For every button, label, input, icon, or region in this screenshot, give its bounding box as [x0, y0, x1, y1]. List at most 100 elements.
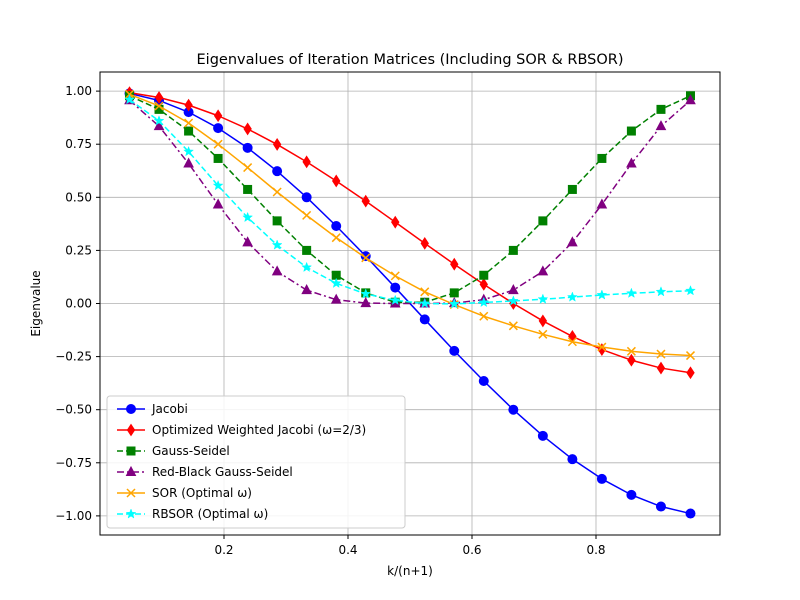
x-tick-label: 0.2: [214, 543, 233, 557]
data-point: [656, 104, 666, 114]
legend-marker: [126, 423, 136, 437]
data-point: [154, 101, 164, 111]
data-point: [213, 109, 223, 123]
data-point: [685, 285, 696, 296]
series-line: [129, 99, 691, 305]
legend-entry: Red-Black Gauss-Seidel: [117, 465, 293, 479]
data-point: [450, 257, 459, 271]
data-point: [242, 211, 254, 223]
data-point: [537, 265, 549, 276]
data-point: [626, 126, 636, 136]
data-point: [213, 123, 224, 134]
data-point: [272, 166, 283, 177]
data-point: [360, 288, 372, 299]
legend-entry: Optimized Weighted Jacobi (ω=2/3): [117, 423, 366, 437]
data-point: [272, 187, 282, 197]
data-point: [271, 239, 283, 250]
data-point: [419, 297, 431, 309]
data-point: [361, 253, 371, 263]
data-point: [330, 277, 342, 288]
data-point: [154, 91, 164, 104]
legend-label: Gauss-Seidel: [152, 444, 230, 458]
data-point: [449, 345, 460, 356]
data-point: [331, 220, 342, 231]
series-line: [129, 91, 691, 374]
x-axis-label: k/(n+1): [387, 564, 433, 578]
data-point: [567, 236, 578, 247]
chart-title: Eigenvalues of Iteration Matrices (Inclu…: [197, 52, 624, 68]
data-point: [627, 353, 636, 367]
y-tick-label: 0.75: [65, 137, 92, 151]
data-point: [391, 215, 400, 229]
data-point: [626, 157, 637, 168]
y-axis-label: Eigenvalue: [29, 270, 43, 336]
data-point: [420, 236, 429, 250]
legend-entry: SOR (Optimal ω): [117, 486, 252, 500]
series-1: [125, 86, 695, 380]
data-point: [390, 271, 400, 281]
data-point: [213, 139, 223, 149]
data-point: [213, 153, 223, 163]
data-point: [361, 194, 370, 208]
data-point: [331, 233, 341, 243]
legend-label: Jacobi: [151, 402, 188, 416]
y-tick-label: −0.75: [55, 456, 92, 470]
y-tick-label: 0.00: [65, 297, 92, 311]
data-point: [508, 404, 519, 415]
data-point: [685, 94, 696, 105]
data-point: [419, 314, 430, 325]
data-point: [272, 138, 282, 151]
legend-label: Optimized Weighted Jacobi (ω=2/3): [152, 423, 366, 437]
data-point: [685, 351, 696, 361]
series-5: [124, 93, 696, 309]
data-point: [597, 342, 607, 352]
data-point: [596, 198, 608, 209]
data-point: [567, 454, 578, 465]
data-point: [389, 294, 401, 305]
legend-marker: [126, 446, 136, 456]
data-point: [301, 261, 313, 273]
ticks: 0.2 0.4 0.6 0.8 1.00 0.75 0.50 0.25 0.00 −0.25 −0.…: [55, 84, 605, 557]
y-tick-label: 1.00: [65, 84, 92, 98]
data-point: [420, 287, 430, 297]
x-tick-label: 0.8: [586, 543, 605, 557]
data-point: [685, 508, 696, 519]
data-point: [242, 142, 253, 153]
data-point: [243, 184, 253, 194]
data-point: [301, 284, 312, 295]
legend-label: RBSOR (Optimal ω): [152, 507, 268, 521]
data-point: [272, 216, 282, 226]
data-point: [184, 98, 193, 112]
data-point: [478, 296, 490, 308]
y-tick-label: 0.25: [65, 243, 92, 257]
data-point: [184, 126, 194, 136]
series-layer: [124, 86, 696, 519]
data-point: [479, 270, 489, 280]
data-point: [656, 361, 666, 375]
data-point: [686, 366, 695, 380]
data-point: [566, 291, 578, 302]
data-point: [243, 122, 252, 136]
data-point: [360, 297, 372, 308]
data-point: [655, 286, 667, 297]
data-point: [302, 245, 312, 255]
data-point: [242, 236, 253, 247]
data-point: [302, 210, 312, 220]
data-point: [243, 163, 253, 173]
data-point: [596, 289, 608, 300]
data-point: [508, 284, 519, 295]
legend-entry: Gauss-Seidel: [117, 444, 230, 458]
data-point: [212, 198, 224, 209]
x-tick-label: 0.6: [462, 543, 481, 557]
data-point: [507, 295, 519, 306]
data-point: [332, 174, 341, 188]
legend-marker: [126, 488, 136, 498]
y-tick-label: −0.50: [55, 403, 92, 417]
legend-box: [106, 395, 406, 529]
series-line: [129, 93, 691, 357]
data-point: [538, 216, 548, 226]
data-point: [153, 120, 165, 131]
data-point: [655, 120, 667, 131]
data-point: [302, 155, 311, 169]
